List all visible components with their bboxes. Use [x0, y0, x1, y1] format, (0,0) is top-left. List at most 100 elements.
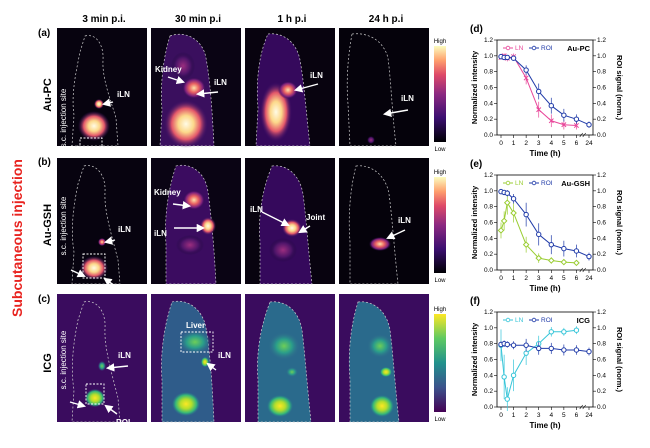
annotation: s.c. injection site — [59, 196, 68, 255]
data-point — [573, 116, 580, 122]
x-tick-label: 24 — [585, 412, 593, 419]
time-headers: 3 min p.i. 30 min p.i 1 h p.i 24 h p.i — [82, 14, 403, 25]
time-header: 24 h p.i — [369, 14, 404, 25]
axis-break — [579, 267, 583, 273]
colorbar-high-label: High — [434, 39, 446, 45]
data-point — [504, 396, 510, 402]
y-tick-label: 1.2 — [484, 172, 493, 179]
data-point — [586, 122, 592, 128]
data-point — [573, 122, 579, 129]
plot-frame — [496, 311, 594, 408]
image-tile: iLN — [339, 158, 429, 285]
colorbar-low-label: Low — [434, 278, 446, 284]
data-point — [504, 341, 510, 348]
y-tick-label: 0.2 — [484, 251, 493, 258]
data-point — [561, 112, 567, 118]
data-point — [522, 241, 530, 248]
colorbar-gradient — [434, 46, 446, 142]
legend-label: LN — [515, 45, 524, 52]
annotation: Kidney — [155, 65, 182, 74]
annotation: Kidney — [154, 188, 181, 197]
panel-label: (a) — [38, 28, 50, 39]
x-tick-label: 4 — [549, 140, 553, 147]
data-point — [497, 227, 505, 234]
data-point — [573, 248, 580, 254]
time-header: 30 min p.i — [175, 14, 221, 25]
data-point — [523, 211, 529, 218]
data-point — [561, 122, 567, 128]
x-tick-label: 6 — [575, 275, 579, 282]
legend-label: ROI — [541, 180, 553, 187]
y2-tick-label: 1.0 — [597, 188, 606, 195]
data-point — [548, 345, 554, 352]
image-tile: iLN Joint — [245, 158, 335, 285]
y2-tick-label: 1.0 — [597, 325, 606, 332]
plot-frame — [496, 174, 594, 271]
image-tile: Kidney iLN — [151, 158, 241, 285]
y-axis-label: Normalized intensity — [470, 322, 479, 396]
x-tick-label: 2 — [524, 140, 528, 147]
y-tick-label: 0.8 — [484, 204, 493, 211]
annotation: iLN — [154, 229, 167, 238]
x-tick-label: 1 — [512, 412, 516, 419]
legend-label: ROI — [541, 45, 553, 52]
colorbar: High Low — [434, 307, 446, 423]
y2-tick-label: 1.2 — [597, 37, 606, 44]
y2-tick-label: 0.4 — [597, 235, 606, 242]
data-point — [586, 253, 592, 260]
y-tick-label: 0.6 — [484, 220, 493, 227]
y-tick-label: 0.6 — [484, 357, 493, 364]
data-point — [535, 254, 543, 262]
data-point — [510, 372, 517, 379]
x-axis-label: Time (h) — [530, 284, 561, 293]
time-header: 1 h p.i — [278, 14, 307, 25]
agent-label: Au-PC — [42, 78, 54, 112]
legend-marker — [531, 45, 537, 51]
x-tick-label: 5 — [562, 275, 566, 282]
image-tile: s.c. injection site iLN ROI — [57, 158, 147, 296]
chart-title: ICG — [577, 316, 591, 325]
x-tick-label: 24 — [585, 275, 593, 282]
y-tick-label: 1.2 — [484, 309, 493, 316]
data-point — [561, 347, 567, 353]
annotation: ROI — [117, 150, 131, 159]
row-icg: (c) ICG s.c. injection site iLN ROI Live… — [38, 294, 446, 427]
y-tick-label: 0.2 — [484, 116, 493, 123]
annotation: ROI — [116, 418, 130, 427]
y2-tick-label: 0.6 — [597, 357, 606, 364]
y2-tick-label: 0.2 — [597, 116, 606, 123]
annotation: s.c. injection site — [59, 330, 68, 389]
y2-tick-label: 0.2 — [597, 388, 606, 395]
image-tile: s.c. injection site iLN ROI — [57, 28, 147, 159]
y2-tick-label: 0.4 — [597, 100, 606, 107]
y2-axis-label: ROI signal (norm.) — [615, 327, 624, 393]
x-tick-label: 3 — [537, 412, 541, 419]
data-point — [548, 241, 554, 248]
annotation: iLN — [398, 216, 411, 225]
x-tick-label: 4 — [549, 275, 553, 282]
y-axis-label: Normalized intensity — [470, 185, 479, 259]
panel-label: (c) — [38, 294, 50, 305]
annotation: iLN — [310, 71, 323, 80]
legend-label: LN — [515, 317, 524, 324]
y2-tick-label: 0.0 — [597, 132, 606, 139]
time-header: 3 min p.i. — [82, 14, 126, 25]
x-tick-label: 1 — [512, 140, 516, 147]
annotation: iLN — [118, 351, 131, 360]
image-tile — [339, 294, 429, 423]
chart-icg: (f) 0.0 0.0 0.2 0.2 0.4 0.4 0.6 0.6 0.8 0.8 1.0 1.0 1… — [470, 296, 624, 430]
row-au-gsh: (b) Au-GSH s.c. injection site iLN ROI K… — [38, 157, 446, 296]
annotation: iLN — [118, 225, 131, 234]
axis-break — [579, 132, 583, 138]
y2-tick-label: 0.8 — [597, 69, 606, 76]
legend-marker — [505, 317, 511, 323]
colorbar: High Low — [434, 39, 446, 153]
x-tick-label: 1 — [512, 275, 516, 282]
data-point — [510, 209, 517, 217]
image-tile: iLN — [245, 28, 335, 147]
y-tick-label: 1.0 — [484, 325, 493, 332]
data-point — [501, 374, 507, 380]
x-tick-label: 6 — [575, 412, 579, 419]
y2-tick-label: 1.0 — [597, 53, 606, 60]
